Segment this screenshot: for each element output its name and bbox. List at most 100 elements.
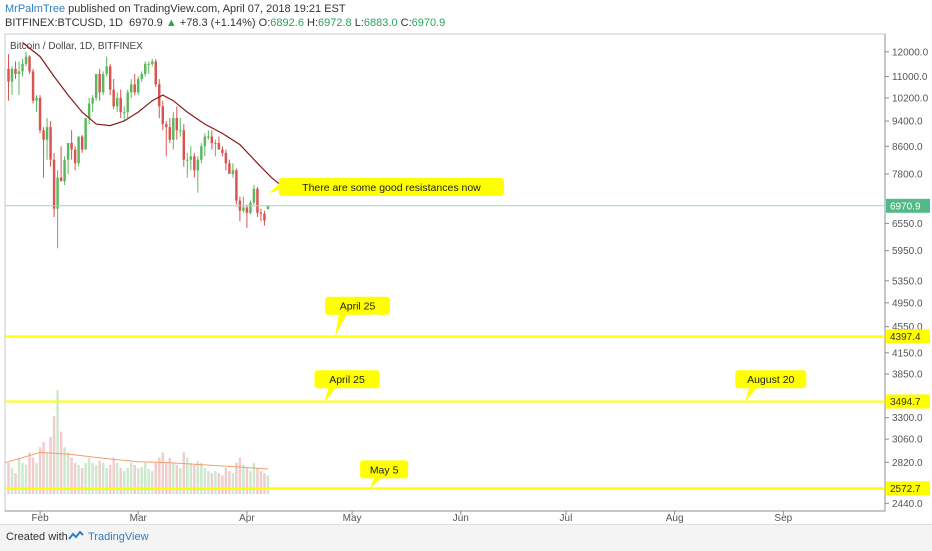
candle-body	[70, 142, 73, 150]
candle-body	[115, 97, 119, 107]
y-tick-label: 9400.0	[892, 117, 923, 128]
candle-body	[200, 146, 203, 160]
tradingview-icon	[68, 531, 84, 540]
volume-bar	[98, 460, 101, 494]
candle-body	[52, 159, 56, 209]
volume-bar	[84, 462, 87, 494]
candle-body	[108, 66, 112, 90]
y-tick-label: 4550.0	[892, 322, 923, 333]
callout-pointer	[324, 387, 337, 402]
volume-bar	[94, 464, 98, 494]
candle-body	[161, 106, 164, 125]
candle-body	[228, 163, 231, 174]
callout-text: August 20	[747, 374, 794, 386]
tradingview-logo[interactable]: TradingView	[68, 531, 149, 543]
candle-body	[49, 127, 52, 160]
volume-bar	[266, 475, 270, 494]
candle-body	[207, 136, 210, 138]
y-tick-label: 3060.0	[892, 435, 923, 446]
volume-bar	[28, 452, 31, 494]
note-layer: There are some good resistances now April…	[268, 177, 807, 489]
x-axis: Feb Mar Apr May Jun Jul Aug Sep	[31, 511, 793, 524]
candle-body	[38, 97, 42, 131]
volume-bar	[182, 452, 186, 494]
y-tick-label: 7800.0	[892, 169, 923, 180]
volume-bar	[112, 457, 115, 494]
level-price-tag: 4397.4	[890, 332, 921, 343]
volume-bar	[154, 462, 157, 494]
volume-layer	[4, 390, 270, 494]
volume-bar	[17, 457, 21, 494]
publish-info: published on TradingView.com, April 07, …	[68, 3, 346, 15]
callout-box	[278, 177, 504, 196]
volume-bar	[24, 464, 28, 494]
price-chart[interactable]: Bitcoin / Dollar, 1D, BITFINEX There are…	[0, 0, 932, 524]
volume-bar	[147, 469, 150, 494]
up-arrow-icon: ▲	[165, 17, 177, 29]
callout-text: May 5	[370, 464, 399, 476]
candle-body	[98, 73, 101, 93]
candle-body	[10, 68, 14, 82]
level-price-tag: 3494.7	[890, 397, 921, 408]
candle-body	[140, 73, 143, 80]
volume-bar	[105, 468, 108, 494]
candle-body	[59, 177, 63, 182]
candle-body	[235, 170, 238, 201]
x-tick-label: Apr	[239, 513, 255, 524]
y-tick-label: 3300.0	[892, 413, 923, 424]
candle-body	[186, 159, 189, 161]
candle-body	[263, 213, 266, 221]
plot-area[interactable]	[4, 33, 886, 512]
volume-bar	[66, 452, 70, 494]
last-price: 6970.9	[129, 17, 163, 29]
volume-bar	[168, 457, 172, 494]
volume-bar	[108, 464, 112, 494]
volume-bar	[151, 471, 154, 494]
candle-body	[73, 149, 77, 164]
close-label: C:	[400, 17, 412, 29]
close-value: 6970.9	[411, 17, 446, 29]
volume-bar	[228, 471, 231, 494]
price-change: +78.3 (+1.14%)	[179, 17, 256, 29]
level-price-tag-bg	[886, 481, 930, 496]
candle-body	[77, 136, 80, 164]
candle-body	[45, 127, 49, 140]
volume-bar	[245, 468, 249, 494]
candle-body	[144, 63, 147, 74]
candle-body	[151, 61, 154, 64]
y-tick-label: 12000.0	[892, 47, 929, 58]
author-link[interactable]: MrPalmTree	[5, 3, 66, 15]
annotation-callout: There are some good resistances now	[268, 177, 504, 196]
volume-bar	[45, 452, 49, 494]
candle-body	[28, 56, 31, 72]
candle-body	[245, 207, 249, 213]
annotation-callout: May 5	[360, 460, 409, 489]
volume-bar	[144, 462, 147, 494]
level-price-tag-bg	[886, 394, 930, 409]
volume-bar	[210, 473, 214, 494]
volume-bar	[224, 468, 228, 494]
open-value: 6892.6	[270, 17, 304, 29]
candle-body	[80, 136, 84, 150]
current-price-tag-bg	[886, 198, 930, 213]
volume-bar	[161, 452, 164, 494]
candle-body	[56, 177, 59, 209]
callout-text: April 25	[340, 301, 376, 313]
y-tick-label: 8600.0	[892, 142, 923, 153]
candle-body	[158, 84, 161, 107]
volume-bar	[52, 416, 56, 494]
y-tick-label: 3850.0	[892, 370, 923, 381]
candle-body	[87, 103, 91, 119]
volume-bar	[7, 462, 10, 494]
y-tick-label: 2820.0	[892, 458, 923, 469]
footer: Created with TradingView	[0, 524, 932, 551]
volume-bar	[231, 473, 235, 494]
volume-bar	[158, 457, 161, 494]
created-with-label: Created with	[6, 531, 68, 543]
volume-bar	[35, 462, 38, 494]
candle-body	[63, 159, 66, 182]
volume-bar	[259, 471, 263, 494]
candle-body	[66, 142, 70, 160]
volume-bar	[238, 457, 242, 494]
volume-bar	[189, 462, 193, 494]
